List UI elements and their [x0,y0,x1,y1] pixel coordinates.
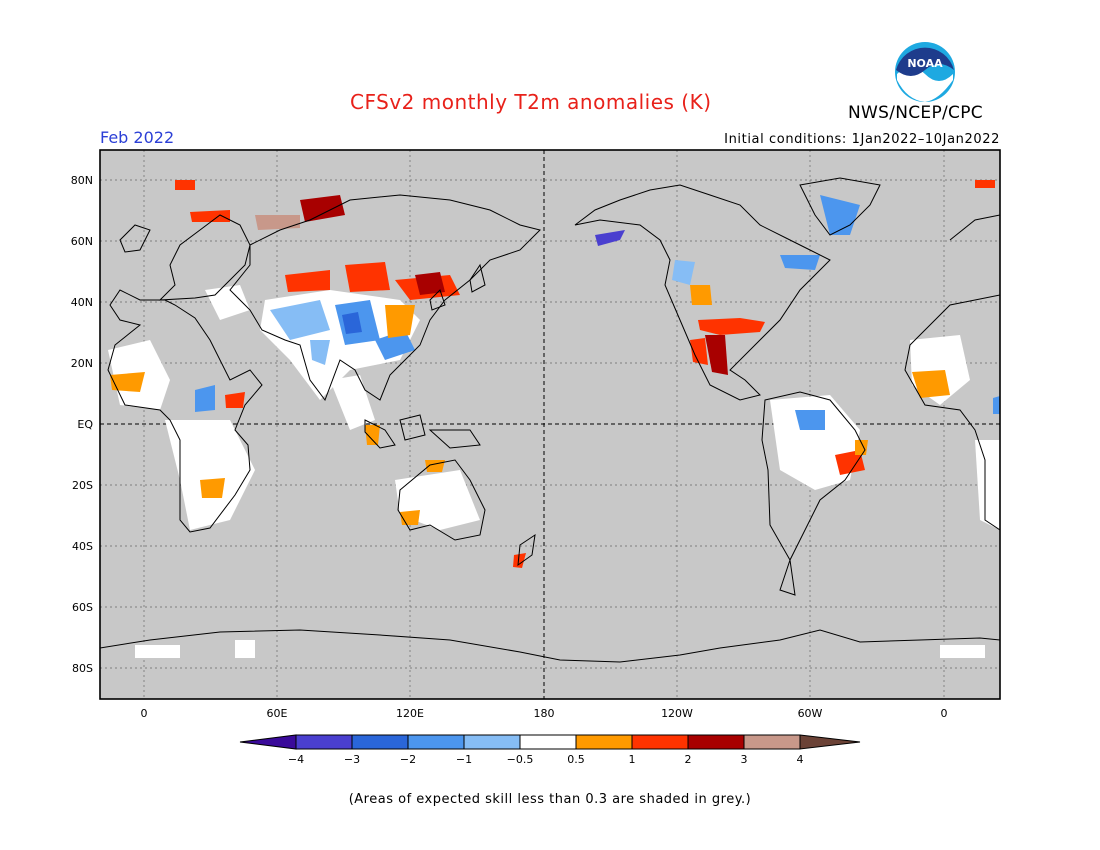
colorbar-tick: 0.5 [567,753,585,766]
colorbar-bin [687,734,745,750]
lon-labels: 0 60E 120E 180 120W 60W 0 [141,707,948,720]
map-frame [99,149,1001,700]
lat-label: 20S [72,479,93,492]
lon-label: 60W [798,707,823,720]
colorbar-bin [407,734,465,750]
agency-label: NWS/NCEP/CPC [848,103,983,123]
colorbar-tick: −4 [288,753,304,766]
colorbar-tick: −3 [344,753,360,766]
lon-label: 0 [141,707,148,720]
lon-label: 120E [396,707,424,720]
noaa-logo-text: NOAA [907,57,943,70]
lat-label: 40N [71,296,93,309]
graticule [100,150,1000,699]
lat-label: 80N [71,174,93,187]
colorbar-bin [743,734,801,750]
colorbar [239,734,861,750]
colorbar-tick: 4 [797,753,804,766]
positive-anomalies [110,180,995,568]
lat-labels: 80N 60N 40N 20N EQ 20S 40S 60S 80S [71,174,94,675]
colorbar-bin [295,734,353,750]
lat-label: 60S [72,601,93,614]
forecast-month: Feb 2022 [100,128,175,147]
colorbar-bin [351,734,409,750]
colorbar-bin [519,734,577,750]
coastlines [100,177,1000,663]
near-normal-regions [108,285,1000,658]
footnote: (Areas of expected skill less than 0.3 a… [348,792,752,807]
map-title: CFSv2 monthly T2m anomalies (K) [350,90,712,114]
lat-label: 80S [72,662,93,675]
lat-label: EQ [77,418,93,431]
lon-label: 0 [941,707,948,720]
lat-label: 60N [71,235,93,248]
colorbar-arrow-high [799,734,861,750]
lon-label: 180 [534,707,555,720]
colorbar-tick: 1 [629,753,636,766]
colorbar-ticks: −4 −3 −2 −1 −0.5 0.5 1 2 3 4 [288,753,804,766]
noaa-logo: NOAA [895,42,955,102]
colorbar-tick: 2 [685,753,692,766]
colorbar-tick: −0.5 [507,753,534,766]
lat-label: 20N [71,357,93,370]
lon-label: 60E [267,707,288,720]
lon-label: 120W [661,707,693,720]
colorbar-bin [631,734,689,750]
initial-conditions: Initial conditions: 1Jan2022–10Jan2022 [724,132,1000,147]
lat-label: 40S [72,540,93,553]
colorbar-tick: −1 [456,753,472,766]
colorbar-tick: 3 [741,753,748,766]
colorbar-tick: −2 [400,753,416,766]
colorbar-arrow-low [239,734,297,750]
negative-anomalies [195,195,1000,430]
colorbar-bin [575,734,633,750]
colorbar-bin [463,734,521,750]
